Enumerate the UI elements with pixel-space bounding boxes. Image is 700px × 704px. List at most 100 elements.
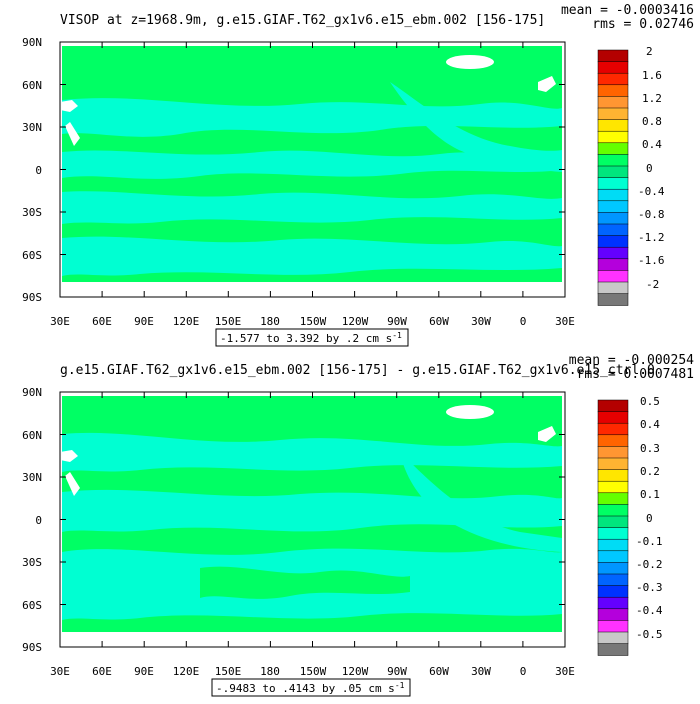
colorbar-label: 0.2 xyxy=(640,465,660,478)
panel-1-anomaly-bands xyxy=(62,82,562,276)
lon-label: 150E xyxy=(215,665,242,678)
colorbar-swatch xyxy=(597,515,629,529)
colorbar-swatch xyxy=(597,96,629,109)
colorbar-swatch xyxy=(597,72,629,86)
colorbar-swatch xyxy=(597,446,629,459)
colorbar-label: 1.2 xyxy=(642,92,662,105)
colorbar-label: 0.3 xyxy=(640,442,660,455)
colorbar-label: -0.5 xyxy=(636,628,663,641)
colorbar-swatch xyxy=(597,223,629,237)
panel-1-colorbar-labels: 2 1.6 1.2 0.8 0.4 0 -0.4 -0.8 -1.2 -1.6 … xyxy=(638,45,665,291)
panel-2-stat-rms: rms = 0.0007481 xyxy=(577,367,694,382)
lon-label: 90E xyxy=(134,315,154,328)
colorbar-swatch xyxy=(597,281,629,295)
colorbar-label: 0.1 xyxy=(640,488,660,501)
colorbar-swatch xyxy=(597,538,629,552)
lon-label: 90W xyxy=(387,315,407,328)
colorbar-swatch xyxy=(597,119,629,132)
lon-label: 60E xyxy=(92,665,112,678)
lon-label: 120E xyxy=(173,315,200,328)
lat-label: 60S xyxy=(22,599,42,612)
panel-2-lat-ticks xyxy=(60,391,565,648)
panel-2-range-text: -.9483 to .4143 by .05 cm s-1 xyxy=(216,681,405,695)
colorbar-swatch xyxy=(597,585,629,598)
colorbar-label: -0.4 xyxy=(636,604,663,617)
lat-label: 30N xyxy=(22,121,42,134)
lon-label: 30E xyxy=(555,665,575,678)
lat-label: 60S xyxy=(22,249,42,262)
colorbar-swatch xyxy=(597,457,629,471)
colorbar-swatch xyxy=(597,550,629,563)
colorbar-label: 0.4 xyxy=(640,418,660,431)
colorbar-swatch xyxy=(597,527,629,540)
panel-2-stat-mean: mean = -0.000254 xyxy=(569,353,694,368)
lon-label: 90W xyxy=(387,665,407,678)
lon-label: 180 xyxy=(260,315,280,328)
lon-label: 150E xyxy=(215,315,242,328)
colorbar-swatch xyxy=(597,258,629,271)
lon-label: 120W xyxy=(342,665,369,678)
colorbar-swatch xyxy=(597,270,629,283)
colorbar-swatch xyxy=(597,49,629,63)
panel-2-range-box: -.9483 to .4143 by .05 cm s-1 xyxy=(211,678,411,697)
colorbar-swatch xyxy=(597,573,629,587)
lon-label: 150W xyxy=(300,315,327,328)
colorbar-swatch xyxy=(597,84,629,97)
colorbar-swatch xyxy=(597,165,629,179)
lat-label: 30S xyxy=(22,206,42,219)
panel-2-colorbar xyxy=(597,399,629,656)
lat-label: 90S xyxy=(22,291,42,304)
colorbar-swatch xyxy=(597,200,629,213)
lat-label: 60N xyxy=(22,429,42,442)
panel-2-title: g.e15.GIAF.T62_gx1v6.e15_ebm.002 [156-17… xyxy=(60,363,655,378)
panel-2: g.e15.GIAF.T62_gx1v6.e15_ebm.002 [156-17… xyxy=(22,353,694,697)
panel-2-lon-labels: 30E 60E 90E 120E 150E 180 150W 120W 90W … xyxy=(50,665,575,678)
colorbar-swatch xyxy=(597,492,629,505)
colorbar-swatch xyxy=(597,608,629,621)
lon-label: 60W xyxy=(429,665,449,678)
lon-label: 150W xyxy=(300,665,327,678)
lon-label: 120E xyxy=(173,665,200,678)
lon-label: 90E xyxy=(134,665,154,678)
colorbar-swatch xyxy=(597,562,629,575)
lon-label: 120W xyxy=(342,315,369,328)
panel-2-lon-ticks xyxy=(59,392,566,647)
lat-label: 90S xyxy=(22,641,42,654)
panel-1-range-box: -1.577 to 3.392 by .2 cm s-1 xyxy=(215,328,409,347)
lat-label: 90N xyxy=(22,36,42,49)
colorbar-swatch xyxy=(597,246,629,260)
lon-label: 30W xyxy=(471,315,491,328)
colorbar-label: -0.8 xyxy=(638,208,665,221)
colorbar-label: -1.6 xyxy=(638,254,665,267)
colorbar-swatch xyxy=(597,130,629,144)
lon-label: 30E xyxy=(555,315,575,328)
colorbar-swatch xyxy=(597,177,629,190)
panel-1-title: VISOP at z=1968.9m, g.e15.GIAF.T62_gx1v6… xyxy=(60,13,545,28)
colorbar-swatch xyxy=(597,596,629,610)
panel-2-map xyxy=(59,391,566,648)
colorbar-swatch xyxy=(597,212,629,225)
colorbar-swatch xyxy=(597,434,629,447)
panel-1-lat-ticks xyxy=(60,41,565,298)
lat-label: 90N xyxy=(22,386,42,399)
lon-label: 30E xyxy=(50,665,70,678)
lon-label: 0 xyxy=(520,315,527,328)
lat-label: 0 xyxy=(35,514,42,527)
panel-2-lat-labels: 90N 60N 30N 0 30S 60S 90S xyxy=(22,386,42,654)
colorbar-swatch xyxy=(597,504,629,517)
colorbar-label: 0.5 xyxy=(640,395,660,408)
panel-2-ocean-patches xyxy=(200,566,410,599)
colorbar-label: -2 xyxy=(646,278,659,291)
colorbar-swatch xyxy=(597,620,629,633)
lat-label: 60N xyxy=(22,79,42,92)
lon-label: 30E xyxy=(50,315,70,328)
colorbar-label: -0.1 xyxy=(636,535,663,548)
colorbar-swatch xyxy=(597,235,629,248)
colorbar-label: -0.3 xyxy=(636,581,663,594)
lat-label: 0 xyxy=(35,164,42,177)
colorbar-swatch xyxy=(597,142,629,155)
colorbar-swatch xyxy=(597,107,629,121)
colorbar-swatch xyxy=(597,469,629,482)
panel-1-colorbar xyxy=(597,49,629,306)
colorbar-label: 0 xyxy=(646,512,653,525)
